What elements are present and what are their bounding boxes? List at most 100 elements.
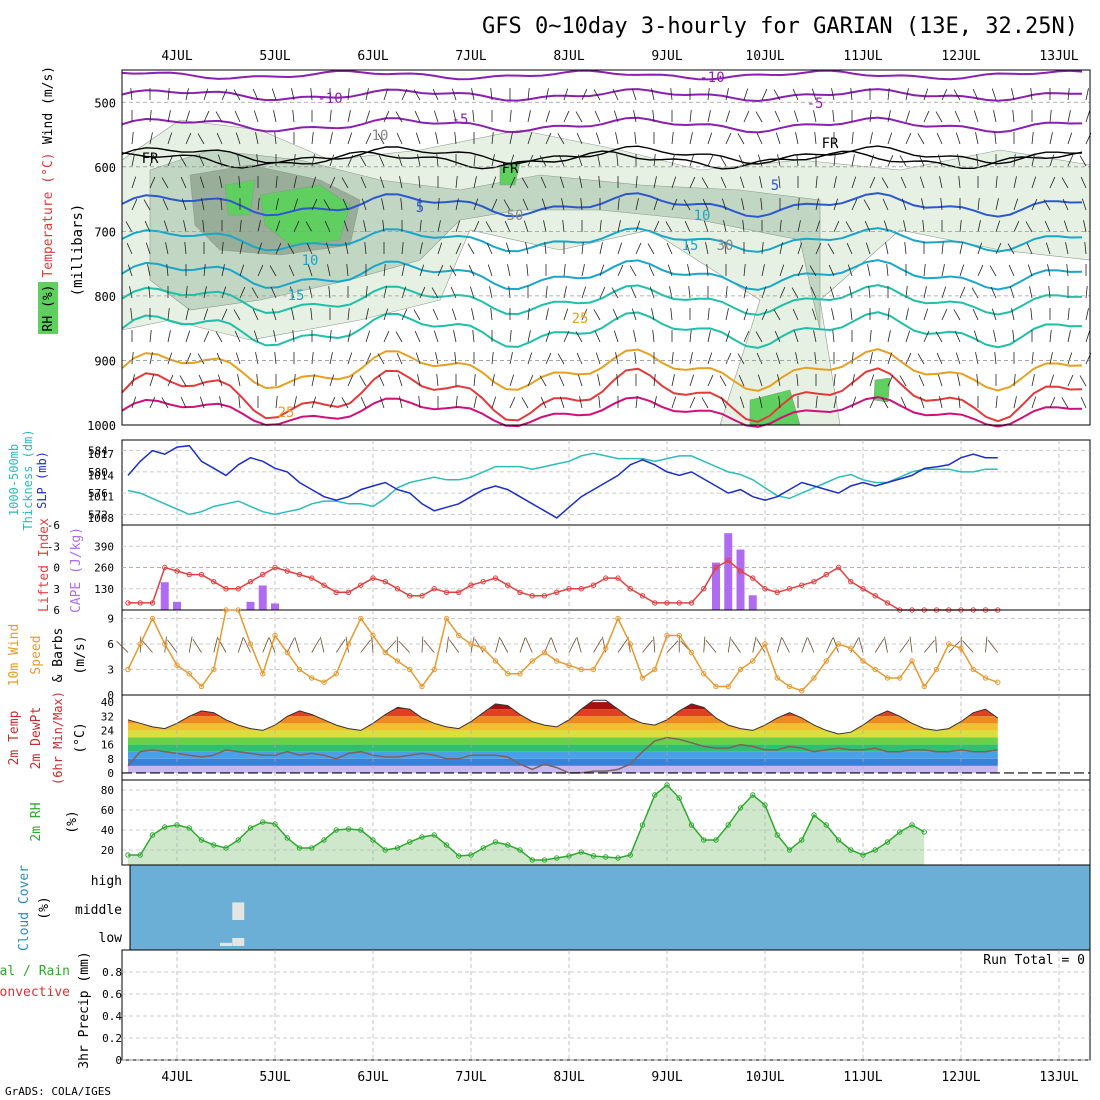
contour-20: [121, 311, 1083, 349]
wind-barb: [719, 375, 727, 387]
wind-barb: [671, 396, 677, 409]
wind-barb: [161, 397, 169, 409]
wind10-series-point: [419, 683, 425, 690]
wind-barb: [347, 110, 351, 123]
wind-barb: [959, 264, 965, 277]
wind-barb: [527, 352, 533, 365]
wind-barb: [617, 264, 624, 277]
wind-barb: [885, 242, 889, 255]
wind-barb: [237, 374, 241, 387]
wind-barb: [199, 176, 205, 189]
lifted-series-point: [272, 564, 278, 571]
wind-barb: [509, 374, 515, 387]
wind-barb: [635, 396, 638, 409]
wind-barb: [527, 330, 531, 343]
wind-barb: [581, 264, 585, 277]
wind-barb: [347, 154, 354, 167]
wind-barb: [989, 265, 997, 277]
lifted-series-point: [529, 593, 535, 599]
rh2m-series-point: [235, 837, 241, 843]
wind-barb: [399, 396, 403, 409]
wind-barb: [455, 242, 462, 255]
wind-barb: [1013, 176, 1017, 189]
wind-barb: [419, 286, 426, 299]
thickness-label-2: Thickness (dm): [21, 429, 35, 530]
wind-barb: [886, 264, 889, 277]
wind-barb: [707, 308, 710, 321]
wind-barb: [509, 330, 512, 343]
contour-label: 25: [278, 405, 295, 421]
lifted-series-point: [468, 582, 474, 588]
wind-barb: [327, 264, 331, 277]
contour-label: 15: [288, 288, 305, 304]
wind-barb: [761, 264, 765, 277]
wind-barb: [1031, 352, 1034, 365]
wind10-series-point: [247, 641, 254, 647]
wind-barb: [343, 220, 349, 233]
wind-barb: [491, 352, 494, 365]
wind-barb: [703, 220, 709, 233]
wind-barb: [1026, 242, 1033, 255]
wind-barb: [473, 176, 477, 189]
lifted-series-point: [676, 600, 682, 606]
wind-barb: [130, 88, 133, 101]
wind-barb: [491, 198, 498, 211]
wind-barb: [937, 374, 943, 387]
wind-barb: [455, 198, 459, 211]
wind-barb: [594, 330, 601, 343]
wind-barb: [400, 198, 403, 211]
wind-barb: [670, 308, 673, 321]
wind-barb: [612, 308, 619, 321]
wind-barb: [541, 198, 547, 211]
wind-barb: [757, 154, 763, 167]
wind-barb: [611, 287, 619, 299]
wind-barb: [203, 330, 210, 343]
wind10-barb: [499, 638, 509, 653]
wind-barb: [525, 242, 529, 255]
wind10-series-point: [309, 675, 315, 681]
wind-barb: [233, 89, 241, 101]
wind-barb: [976, 374, 979, 387]
wind-barb: [399, 176, 403, 189]
wind-barb: [953, 309, 961, 321]
wind-barb: [203, 110, 210, 123]
wind-barb: [563, 88, 569, 101]
wind-barb: [599, 264, 605, 277]
wind-barb: [1067, 132, 1073, 145]
slp-tick-label: 1014: [88, 469, 115, 482]
wind-barb: [738, 154, 745, 167]
wind-barb: [993, 110, 997, 123]
wind-barb: [523, 220, 529, 233]
precip-label-1: Total / Rain: [0, 964, 70, 979]
wind-barb: [903, 220, 907, 233]
wind-barb: [432, 88, 439, 101]
slp-series-line: [127, 444, 998, 519]
wind10-barb: [519, 637, 526, 653]
wind-barb: [181, 198, 187, 211]
wind-barb: [847, 264, 853, 277]
wind-barb: [215, 331, 223, 343]
wind-barb: [472, 110, 475, 123]
wind-barb: [761, 308, 768, 321]
bottom-day-label: 6JUL: [357, 1070, 388, 1085]
wind-barb: [917, 133, 925, 145]
wind-barb: [166, 264, 169, 277]
rh2m-series-point: [737, 805, 744, 811]
rh2m-tick-label: 20: [101, 844, 114, 857]
wind-barb: [341, 397, 349, 409]
temp-band: [128, 709, 998, 717]
wind-barb: [832, 330, 835, 343]
wind-barb: [215, 111, 223, 123]
rh2m-series-point: [725, 822, 731, 828]
wind10-barb: [237, 637, 244, 653]
wind-barb: [540, 396, 547, 409]
wind10-series-point: [125, 666, 131, 673]
wind10-barb: [923, 639, 935, 653]
wind-barb: [540, 176, 547, 189]
lifted-series-point: [149, 600, 156, 606]
contour-15b: [121, 284, 1083, 316]
wind10-series-point: [933, 666, 940, 673]
wind-barb: [220, 198, 223, 211]
wind-barb: [1049, 110, 1052, 123]
rh2m-series-point: [615, 855, 621, 861]
